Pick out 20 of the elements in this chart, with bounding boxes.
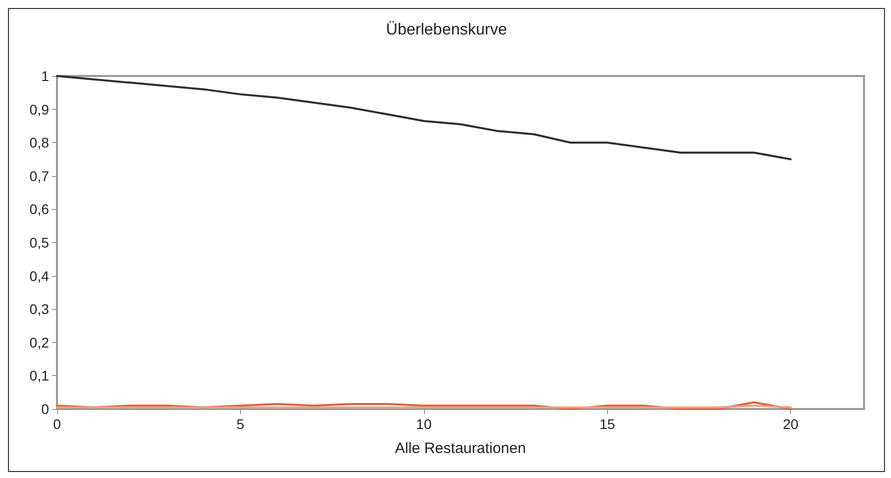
y-tick-label: 0,6 (30, 201, 50, 218)
y-tick-label: 1 (41, 68, 50, 84)
y-tick-label: 0,9 (30, 101, 50, 118)
line-series (56, 401, 792, 410)
y-tick-label: 0,7 (30, 168, 50, 184)
line-series (56, 75, 792, 160)
y-tick-label: 0,5 (30, 234, 50, 250)
x-axis-title: Alle Restaurationen (395, 440, 526, 457)
chart-title: Überlebenskurve (386, 20, 508, 38)
x-tick-label: 15 (599, 416, 616, 432)
y-tick-label: 0,8 (30, 134, 50, 151)
x-tick-label: 20 (782, 416, 799, 432)
y-tick-label: 0,1 (30, 368, 50, 384)
x-tick-label: 5 (236, 416, 245, 432)
y-tick-label: 0,4 (30, 268, 50, 284)
y-tick-label: 0,3 (30, 301, 50, 318)
x-tick-label: 0 (53, 416, 62, 432)
x-tick-label: 10 (416, 416, 432, 432)
y-tick-label: 0 (41, 401, 50, 417)
y-tick-label: 0,2 (30, 334, 50, 350)
